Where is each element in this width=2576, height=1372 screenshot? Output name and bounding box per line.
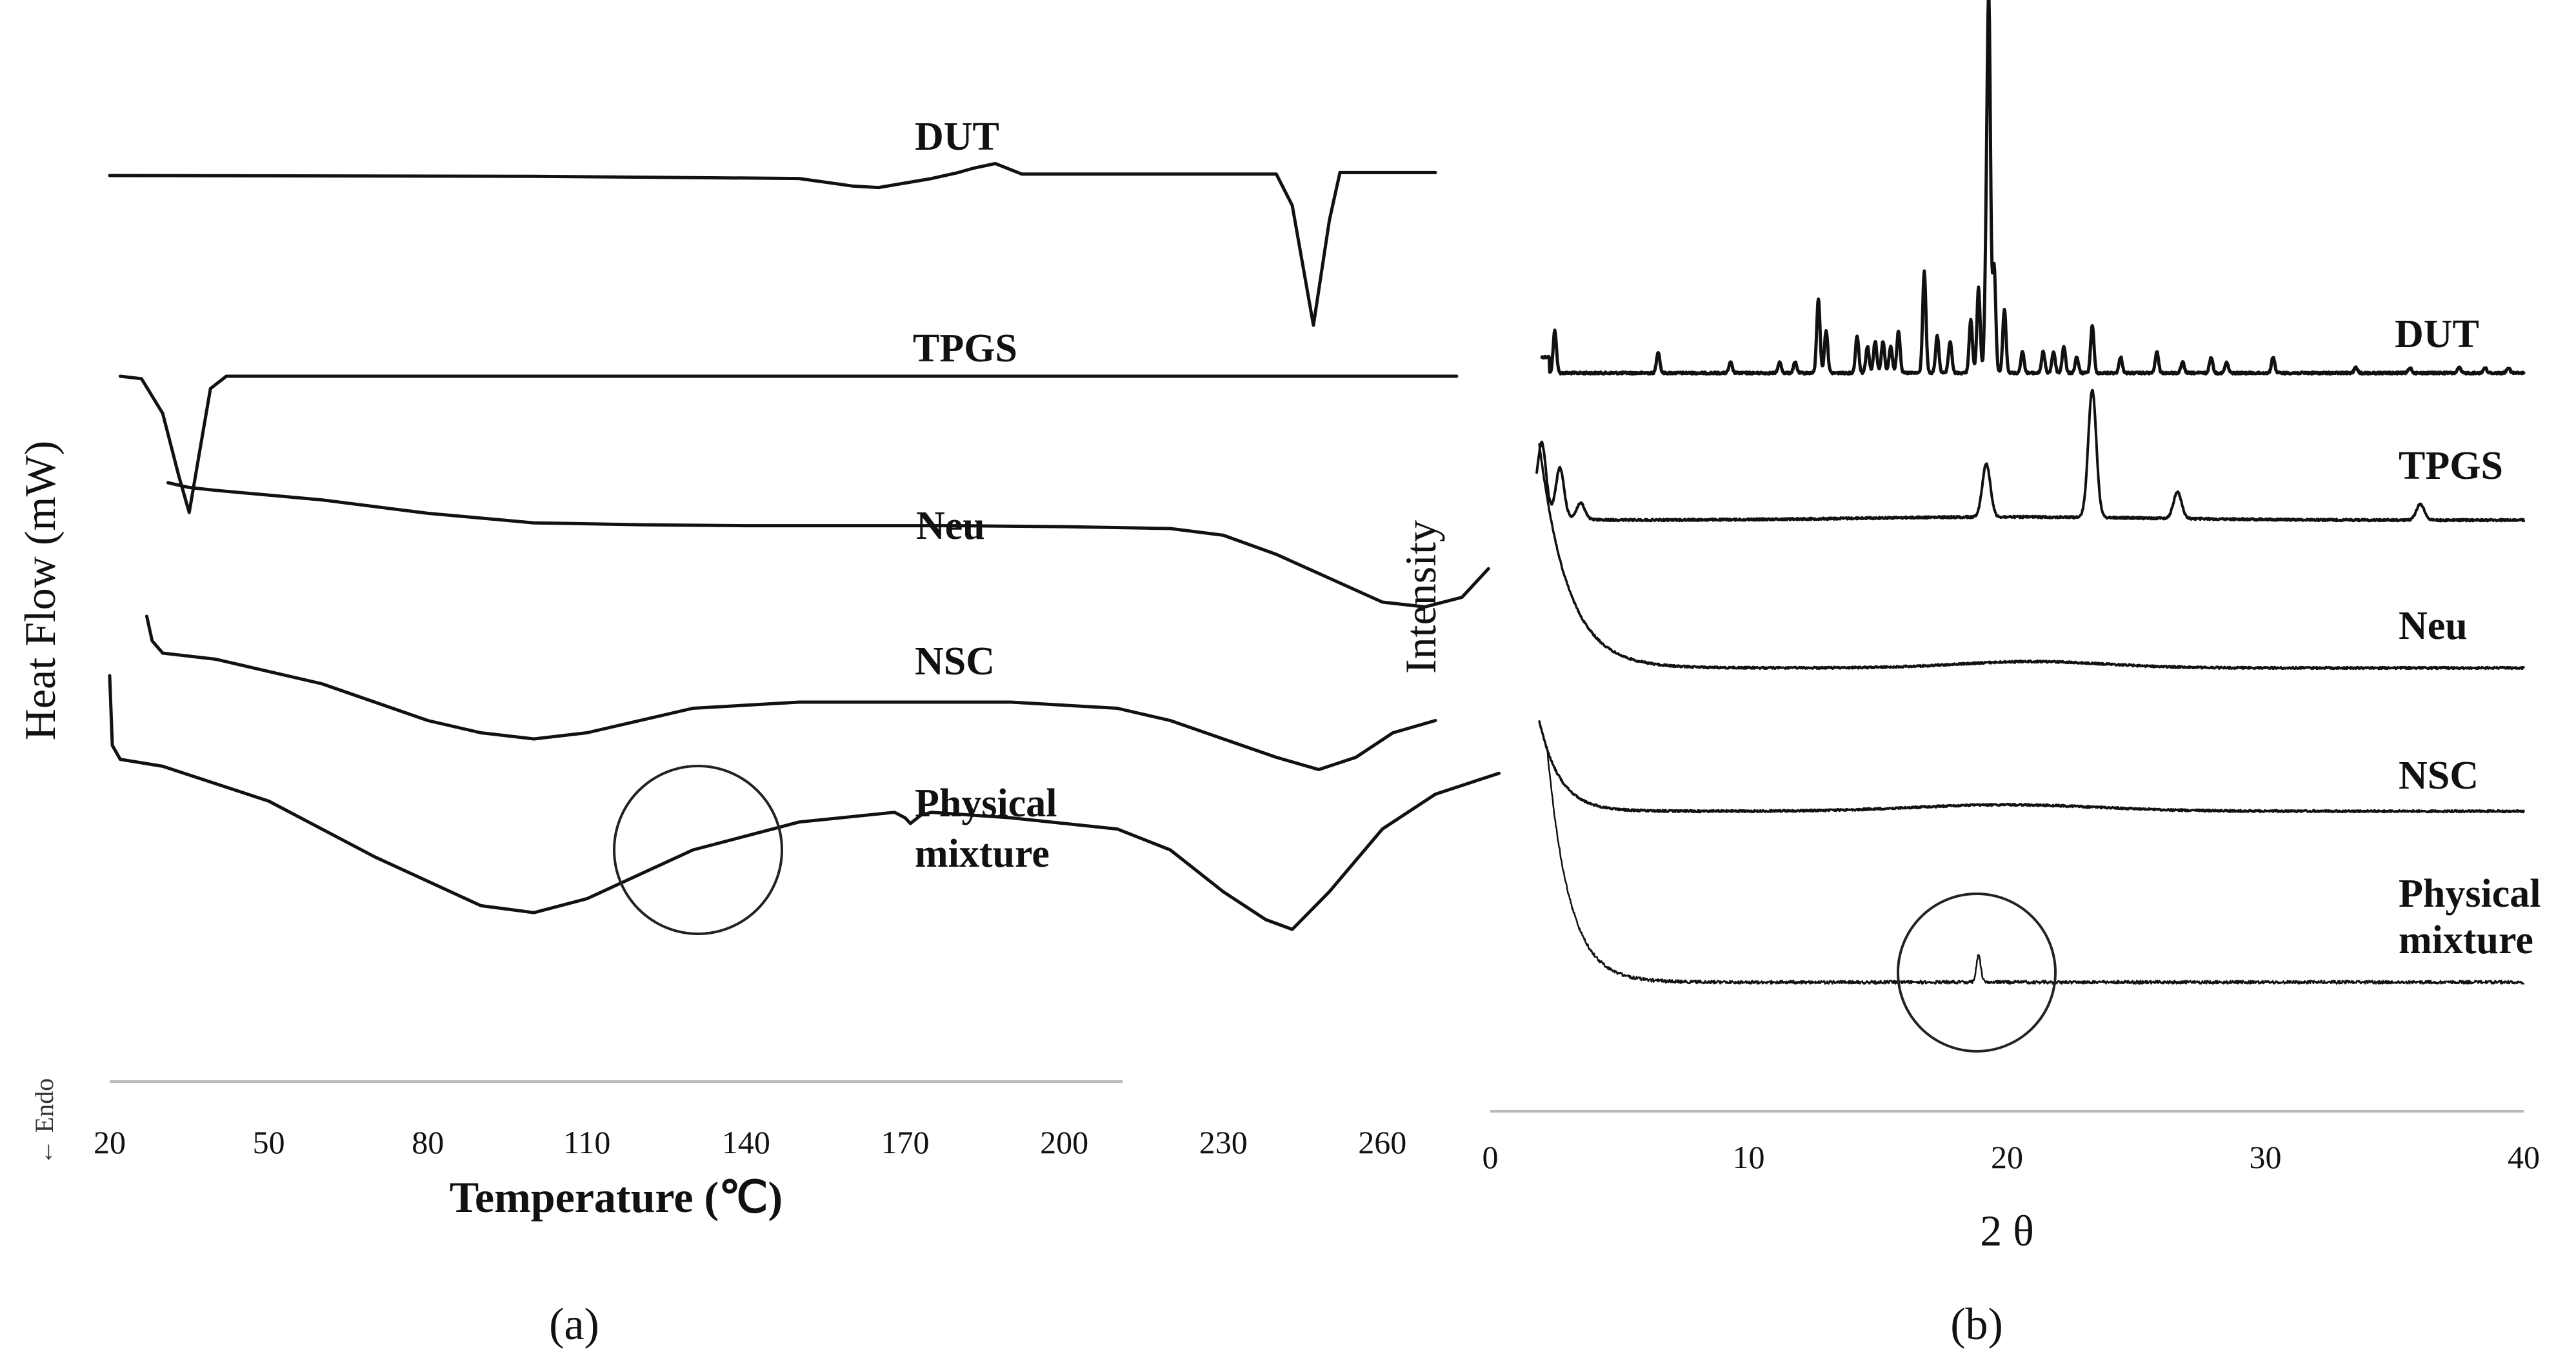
panel-b-x-tick-40: 40 — [2508, 1139, 2540, 1175]
dsc-label-neu: Neu — [916, 504, 985, 548]
panel-b-x-tick-30: 30 — [2250, 1139, 2282, 1175]
panel-b-x-tick-20: 20 — [1991, 1139, 2023, 1175]
panel-a-x-tick-170: 170 — [881, 1124, 930, 1160]
panel-a-x-tick-140: 140 — [722, 1124, 770, 1160]
xrd-trace-dut — [1540, 0, 2526, 376]
dsc-trace-physical-mixture — [108, 674, 1501, 931]
panel-a-x-tick-20: 20 — [94, 1124, 126, 1160]
panel-b-label: (b) — [1950, 1300, 2003, 1349]
panel-a-x-axis-label: Temperature (℃) — [450, 1173, 783, 1222]
panel-a-series-labels: DUT TPGS Neu NSC Physical mixture — [913, 115, 1057, 876]
panel-a-highlight-circle — [613, 765, 783, 935]
panel-a-y-axis-label: Heat Flow (mW) — [15, 441, 65, 741]
xrd-trace-neu — [1538, 443, 2525, 671]
dsc-trace-neu — [166, 481, 1490, 609]
xrd-label-physical-mixture: Physical mixture — [2399, 872, 2541, 962]
dsc-trace-tpgs — [118, 374, 1459, 514]
panel-a-x-ticks: 20 50 80 110 140 170 200 230 260 — [94, 1124, 1406, 1160]
xrd-label-nsc: NSC — [2399, 754, 2479, 798]
panel-b-highlight-circle — [1897, 893, 2057, 1053]
panel-b-series-labels: DUT TPGS Neu NSC Physical mixture — [2395, 312, 2541, 962]
panel-a-x-tick-110: 110 — [563, 1124, 610, 1160]
panel-b-x-tick-10: 10 — [1733, 1139, 1765, 1175]
panel-a-traces — [108, 161, 1501, 931]
dsc-label-physical-mixture: Physical mixture — [915, 782, 1057, 876]
panel-a-endo-label: ← Endo — [30, 1078, 59, 1165]
xrd-label-neu: Neu — [2399, 604, 2468, 648]
panel-b-x-ticks: 0 10 20 30 40 — [1483, 1139, 2541, 1175]
xrd-trace-physical-mixture — [1546, 746, 2525, 985]
panel-a-x-tick-260: 260 — [1358, 1124, 1406, 1160]
dsc-label-tpgs: TPGS — [913, 327, 1017, 370]
panel-a-dsc-chart: 20 50 80 110 140 170 200 230 260 DUT TPGS Neu NSC Ph… — [15, 115, 1501, 1349]
dsc-label-dut: DUT — [915, 115, 999, 159]
panel-a-label: (a) — [549, 1300, 599, 1349]
xrd-label-dut: DUT — [2395, 312, 2479, 356]
dsc-trace-dut — [108, 161, 1437, 327]
panel-a-x-tick-200: 200 — [1040, 1124, 1088, 1160]
panel-a-x-tick-230: 230 — [1199, 1124, 1248, 1160]
panel-a-x-tick-80: 80 — [412, 1124, 444, 1160]
panel-b-traces — [1535, 0, 2526, 985]
xrd-trace-nsc — [1538, 720, 2525, 814]
panel-b-xrd-chart: 0 10 20 30 40 DUT TPGS Neu NSC Physical mixture I… — [1396, 0, 2541, 1349]
xrd-trace-tpgs — [1535, 388, 2525, 523]
panel-b-y-axis-label: Intensity — [1396, 520, 1445, 674]
dsc-label-nsc: NSC — [915, 640, 995, 683]
panel-b-x-axis-label: 2 θ — [1980, 1206, 2034, 1255]
dsc-trace-nsc — [145, 614, 1437, 771]
panel-b-x-tick-0: 0 — [1483, 1139, 1499, 1175]
panel-a-x-tick-50: 50 — [253, 1124, 285, 1160]
xrd-label-tpgs: TPGS — [2399, 444, 2503, 488]
